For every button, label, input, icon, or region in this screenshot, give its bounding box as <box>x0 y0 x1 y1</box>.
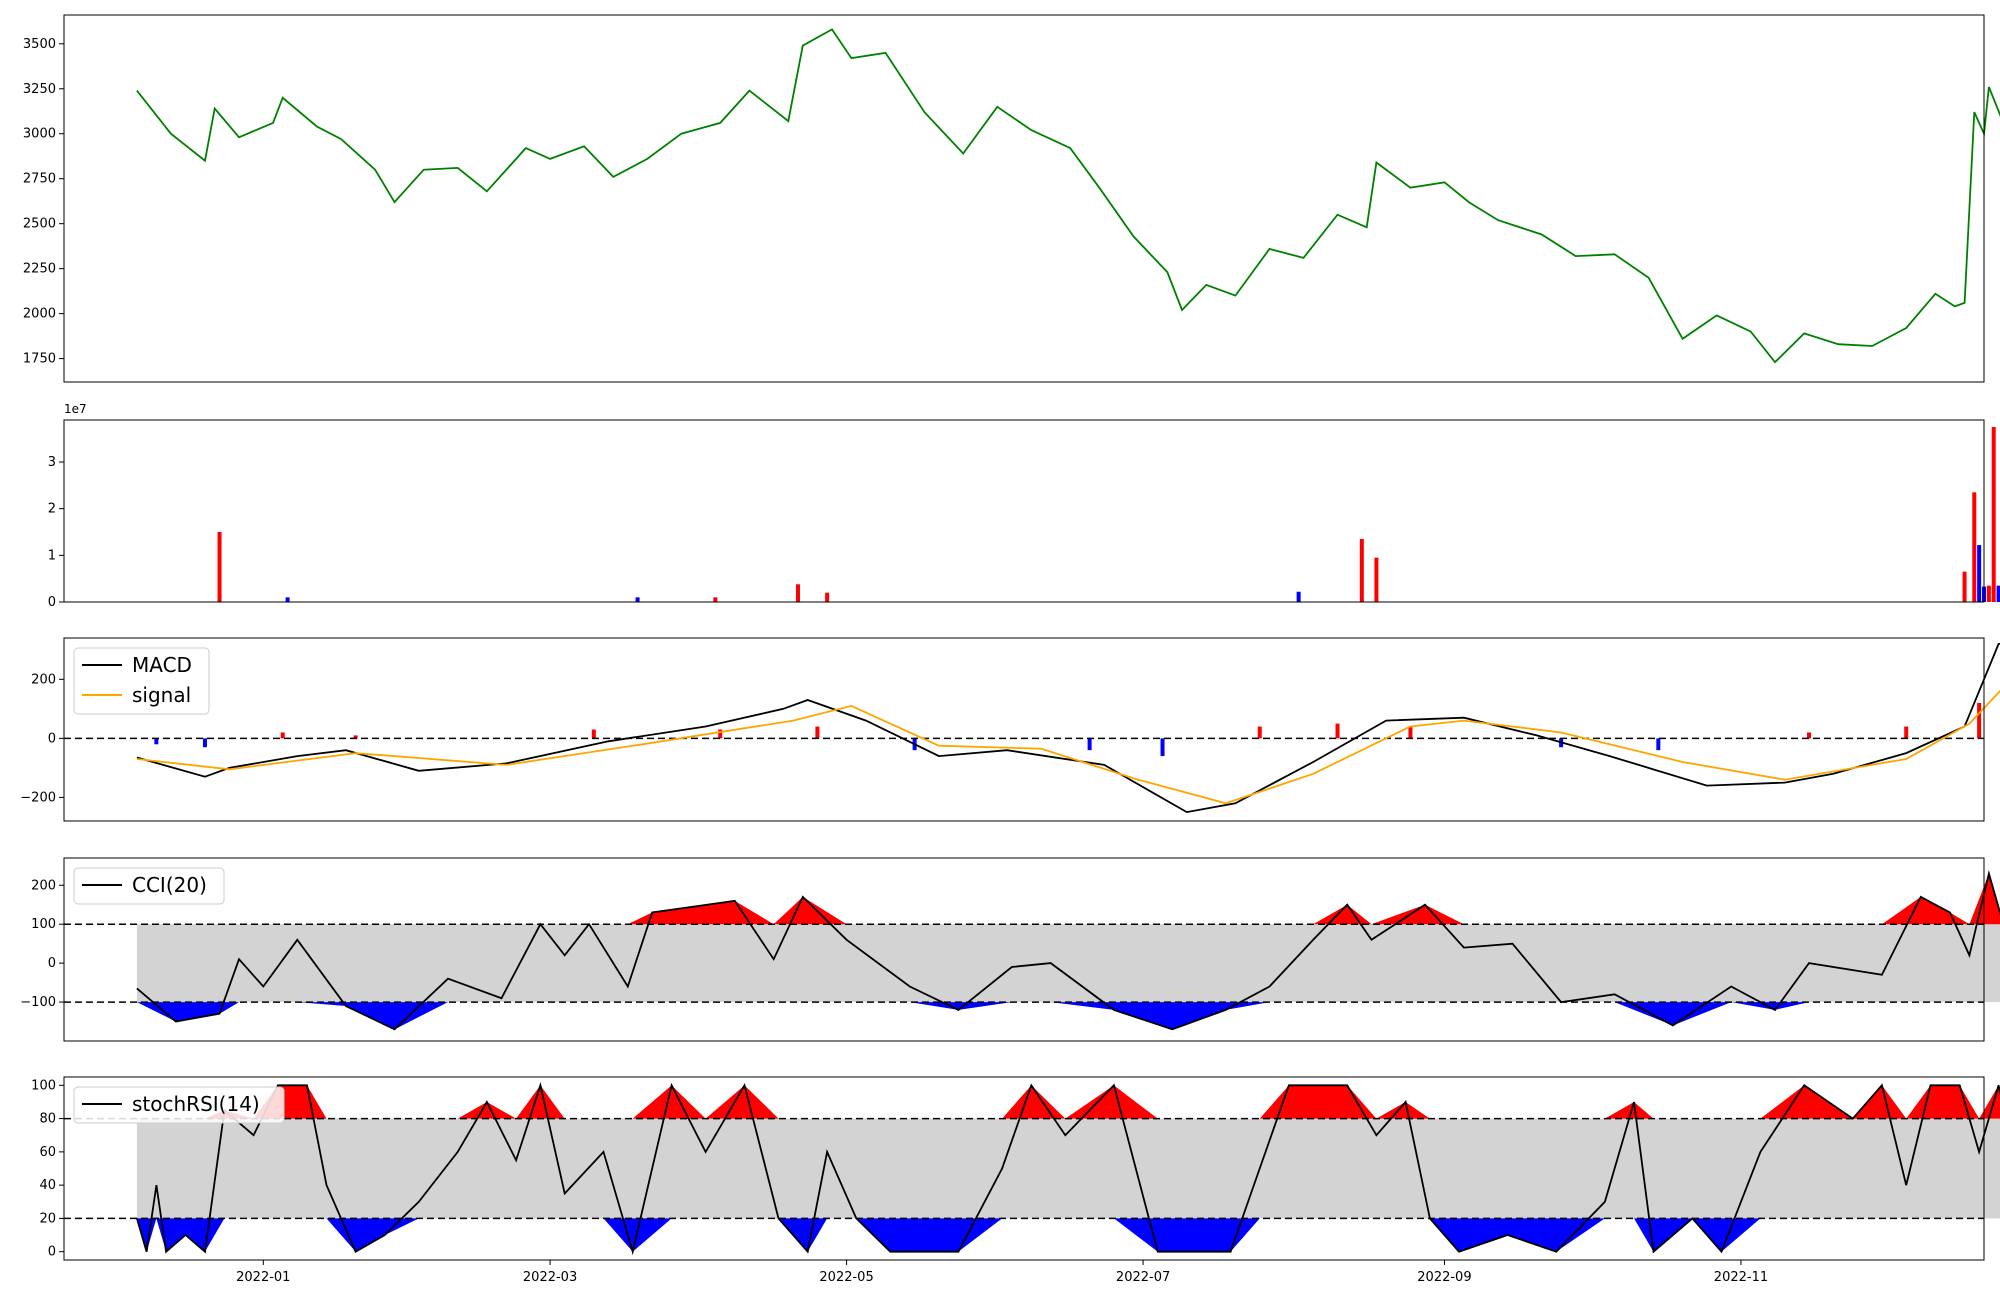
cci-neutral-band <box>136 924 2000 1003</box>
macd-y-tick-label: 200 <box>31 672 56 687</box>
volume-panel: 0 1 2 3 1e7 <box>48 402 2000 610</box>
cci-y-tick-label: −100 <box>20 995 56 1010</box>
macd-panel: −200 0 200 MACD signal <box>20 637 2000 822</box>
macd-series-line <box>136 643 2000 814</box>
macd-histogram-bar <box>591 729 596 739</box>
volume-bar <box>1972 492 1977 602</box>
cci-y-tick-label: 200 <box>31 878 56 893</box>
stochrsi-panel: 0 20 40 60 80 100 stochRSI(14) <box>31 1076 2000 1261</box>
cci-panel: −100 0 100 200 CCI(20) <box>20 857 2000 1042</box>
price-y-tick-label: 3500 <box>23 37 56 52</box>
volume-bar <box>1996 585 2000 602</box>
x-tick-label: 2022-03 <box>523 1270 577 1285</box>
price-y-tick-label: 2250 <box>23 262 56 277</box>
price-frame <box>63 14 1985 383</box>
macd-histogram-bar <box>202 738 207 748</box>
stochrsi-neutral-band <box>136 1118 2000 1219</box>
macd-histogram-bar <box>1977 702 1982 739</box>
price-y-tick-label: 3250 <box>23 82 56 97</box>
price-y-tick-label: 2500 <box>23 217 56 232</box>
macd-frame <box>63 637 1985 822</box>
macd-histogram-bar <box>1408 726 1413 739</box>
stochrsi-y-tick-label: 0 <box>48 1245 56 1260</box>
macd-histogram-bar <box>1335 723 1340 739</box>
x-tick-label: 2022-07 <box>1116 1270 1170 1285</box>
x-tick-label: 2022-11 <box>1714 1270 1768 1285</box>
x-tick-label: 2022-01 <box>236 1270 290 1285</box>
volume-bar <box>1986 585 1991 602</box>
volume-bar <box>1962 571 1967 602</box>
macd-histogram-bar <box>1257 726 1262 739</box>
volume-bar <box>1374 557 1379 602</box>
volume-offset-label: 1e7 <box>64 402 87 416</box>
stochrsi-y-tick-label: 40 <box>39 1178 56 1193</box>
volume-bar <box>825 592 830 602</box>
volume-bar <box>713 597 718 602</box>
volume-y-tick-label: 3 <box>48 455 56 470</box>
stochrsi-y-tick-label: 80 <box>39 1112 56 1127</box>
cci-y-tick-label: 100 <box>31 917 56 932</box>
stochrsi-y-tick-label: 20 <box>39 1211 56 1226</box>
volume-frame <box>63 419 1985 603</box>
cci-legend-label: CCI(20) <box>132 873 207 897</box>
macd-histogram-bar <box>1656 738 1661 751</box>
volume-bar <box>285 597 290 602</box>
macd-legend-label: MACD <box>132 653 192 677</box>
macd-y-tick-label: −200 <box>20 790 56 805</box>
cci-frame <box>63 857 1985 1042</box>
x-tick-label: 2022-09 <box>1417 1270 1471 1285</box>
macd-histogram-bar <box>1807 732 1812 739</box>
volume-y-tick-label: 2 <box>48 502 56 517</box>
volume-bar <box>1991 427 1996 602</box>
volume-y-tick-label: 0 <box>48 595 56 610</box>
price-series-line <box>136 28 2000 364</box>
macd-histogram-bar <box>718 729 723 739</box>
stochrsi-legend-label: stochRSI(14) <box>132 1092 260 1116</box>
volume-bar <box>1977 545 1982 602</box>
price-y-tick-label: 2000 <box>23 307 56 322</box>
stochrsi-y-tick-label: 60 <box>39 1145 56 1160</box>
volume-y-tick-label: 1 <box>48 548 56 563</box>
macd-y-tick-label: 0 <box>48 731 56 746</box>
macd-histogram-bar <box>1087 738 1092 751</box>
macd-histogram-bar <box>280 732 285 739</box>
macd-histogram-bar <box>1904 726 1909 739</box>
cci-series-line <box>136 870 2000 1031</box>
stochrsi-y-tick-label: 100 <box>31 1078 56 1093</box>
x-tick-label: 2022-05 <box>819 1270 873 1285</box>
price-y-tick-label: 2750 <box>23 172 56 187</box>
stochrsi-legend <box>73 1086 285 1124</box>
macd-histogram-bar <box>815 726 820 739</box>
price-y-tick-label: 1750 <box>23 352 56 367</box>
macd-legend-label: signal <box>132 683 191 707</box>
macd-histogram-bar <box>154 738 159 745</box>
macd-histogram-bar <box>1160 738 1165 757</box>
macd-series-line <box>136 689 2000 805</box>
volume-bar <box>795 584 800 602</box>
volume-bar <box>1359 539 1364 602</box>
cci-legend <box>73 867 225 905</box>
volume-bar <box>217 532 222 602</box>
volume-bar <box>1296 591 1301 602</box>
price-y-tick-label: 3000 <box>23 127 56 142</box>
stochrsi-overbought-fill <box>136 1085 2000 1119</box>
price-panel: 1750 2000 2250 2500 2750 3000 3250 3500 <box>23 14 2000 383</box>
volume-bar <box>635 597 640 602</box>
stochrsi-frame <box>63 1076 1985 1261</box>
cci-y-tick-label: 0 <box>48 956 56 971</box>
macd-histogram-bar <box>353 735 358 739</box>
stochrsi-series-line <box>136 1081 2000 1256</box>
